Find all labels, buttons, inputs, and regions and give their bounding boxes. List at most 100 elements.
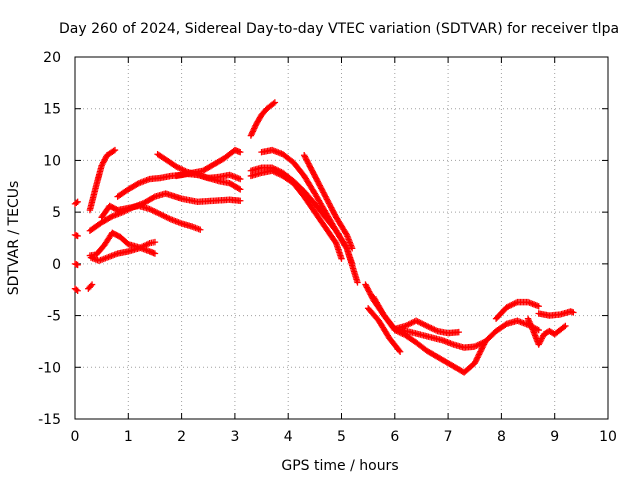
x-tick-label: 8 xyxy=(497,429,506,445)
series-s21 xyxy=(370,293,489,376)
chart-title: Day 260 of 2024, Sidereal Day-to-day VTE… xyxy=(59,21,619,37)
data-point xyxy=(271,99,279,106)
y-tick-label: 5 xyxy=(52,205,61,221)
x-tick-label: 4 xyxy=(284,429,293,445)
data-point xyxy=(364,285,371,292)
data-point xyxy=(362,281,369,288)
data-point xyxy=(251,125,258,132)
series-s24 xyxy=(524,315,569,348)
data-point xyxy=(87,282,95,290)
y-tick-label: -10 xyxy=(38,360,61,376)
data-point xyxy=(348,245,356,252)
data-point xyxy=(535,326,542,334)
series-s14 xyxy=(247,99,279,139)
data-point xyxy=(535,303,542,310)
series-s18 xyxy=(300,152,356,252)
data-point xyxy=(107,213,115,221)
data-point xyxy=(249,128,257,135)
data-point xyxy=(477,346,485,354)
data-point xyxy=(74,198,81,205)
data-point xyxy=(478,345,486,352)
ticks-layer: 0 1 2 3 4 5 6 7 8 9 10 -15 -10 -5 0 5 10 15 20 xyxy=(38,50,617,445)
data-point xyxy=(111,146,119,154)
data-point xyxy=(248,130,255,138)
series-s13 xyxy=(173,170,244,183)
data-point xyxy=(270,100,277,107)
data-point xyxy=(134,180,141,188)
data-point xyxy=(249,129,256,136)
data-point xyxy=(197,226,204,233)
data-point xyxy=(365,288,373,295)
data-point xyxy=(332,238,339,246)
data-point xyxy=(363,282,370,290)
data-point xyxy=(150,194,157,201)
x-axis-label: GPS time / hours xyxy=(281,458,398,474)
y-tick-label: 10 xyxy=(43,153,61,169)
data-point xyxy=(472,358,479,365)
data-point xyxy=(237,148,244,156)
data-point xyxy=(363,284,371,291)
data-point xyxy=(251,123,259,131)
x-tick-label: 0 xyxy=(71,429,80,445)
series-s3 xyxy=(71,260,81,269)
data-point xyxy=(151,250,159,257)
data-point xyxy=(235,185,243,192)
data-point xyxy=(570,309,577,316)
data-point xyxy=(473,355,481,363)
x-tick-label: 1 xyxy=(124,429,133,445)
data-point xyxy=(110,147,117,155)
data-point xyxy=(73,286,80,293)
series-s17 xyxy=(258,146,361,286)
data-point xyxy=(74,287,81,294)
data-point xyxy=(73,199,80,207)
data-point xyxy=(338,255,345,262)
x-tick-label: 10 xyxy=(599,429,617,445)
series-s4 xyxy=(71,285,81,294)
y-tick-label: -15 xyxy=(38,412,61,428)
data-point xyxy=(474,354,481,361)
x-tick-label: 6 xyxy=(390,429,399,445)
data-point xyxy=(560,323,568,331)
series-s25 xyxy=(535,308,577,319)
series-s5 xyxy=(85,281,96,292)
series-s2 xyxy=(71,231,81,240)
x-tick-label: 9 xyxy=(550,429,559,445)
x-tick-label: 7 xyxy=(444,429,453,445)
x-tick-label: 5 xyxy=(337,429,346,445)
series-s10 xyxy=(98,202,204,233)
data-point xyxy=(250,126,257,134)
data-point xyxy=(342,243,350,251)
data-point xyxy=(395,347,403,354)
data-point xyxy=(74,261,81,269)
data-point xyxy=(247,132,255,139)
data-point xyxy=(354,279,361,286)
y-tick-label: 15 xyxy=(43,102,61,118)
data-point xyxy=(475,351,483,358)
data-point xyxy=(455,328,462,336)
data-point xyxy=(396,348,404,355)
data-point xyxy=(342,230,350,237)
data-point xyxy=(471,359,478,367)
data-point xyxy=(237,186,244,193)
y-tick-label: 0 xyxy=(52,257,61,273)
series-s6 xyxy=(86,146,119,214)
y-tick-label: -5 xyxy=(47,309,61,325)
series-s9 xyxy=(87,238,159,264)
data-point xyxy=(476,349,483,357)
data-point xyxy=(477,348,484,355)
data-point xyxy=(502,321,509,328)
y-tick-label: 20 xyxy=(43,50,61,66)
series-s22 xyxy=(391,317,542,351)
data-point xyxy=(366,289,374,297)
series-layer xyxy=(71,99,577,376)
data-point xyxy=(237,197,244,204)
data-point xyxy=(365,286,372,294)
data-point xyxy=(237,175,244,183)
x-tick-label: 2 xyxy=(177,429,186,445)
data-point xyxy=(475,352,482,360)
data-point xyxy=(151,238,159,246)
data-point xyxy=(562,322,569,330)
data-point xyxy=(472,357,480,364)
data-point xyxy=(74,232,81,240)
y-axis-label: SDTVAR / TECUs xyxy=(6,181,22,296)
